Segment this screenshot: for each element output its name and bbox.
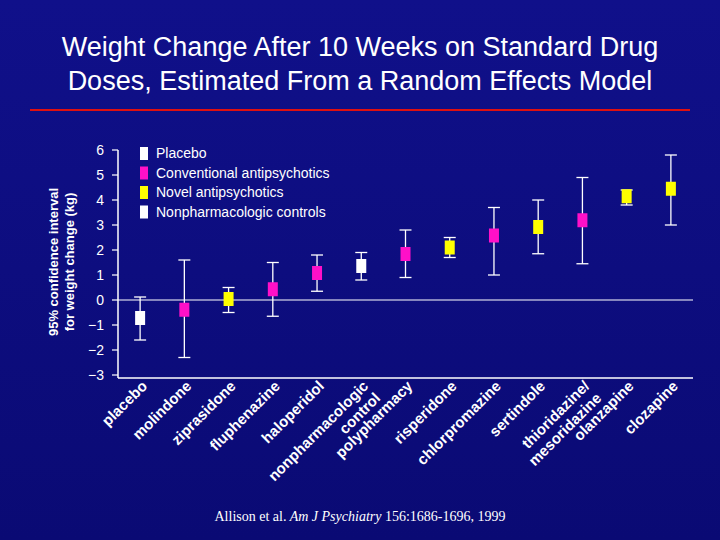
slide: Weight Change After 10 Weeks on Standard… [0,0,720,540]
y-tick [112,149,118,150]
title-rule [30,109,690,111]
legend-swatch [140,147,148,160]
y-tick [112,324,118,325]
point [356,259,366,273]
x-tick-label: olanzapine [570,377,637,444]
source-part: 156:1686-1696, 1999 [381,509,505,524]
point [666,182,676,196]
error-cap [178,259,190,260]
error-cap [621,204,633,205]
error-cap [223,312,235,313]
y-tick-label: 1 [96,267,104,283]
error-cap [267,316,279,317]
series [355,253,367,281]
y-axis-label: 95% confidence intervalfor weight change… [46,188,77,336]
error-cap [178,357,190,358]
error-cap [488,207,500,208]
y-tick-label: −2 [88,342,104,358]
legend-swatch [140,167,148,180]
error-cap [576,177,588,178]
error-cap [267,262,279,263]
title: Weight Change After 10 Weeks on Standard… [0,30,720,98]
point [401,247,411,261]
point [135,311,145,325]
error-cap [488,274,500,275]
chart: −3 −2 −1 0 1 2 3 4 5 6 95% confidence intervalfor … [0,0,720,540]
y-axis [117,150,119,378]
source-part: Allison et al. [215,509,287,524]
y-tick [112,274,118,275]
source: Allison et al. Am J Psychiatry 156:1686-… [215,509,506,524]
error-cap [665,154,677,155]
y-tick-label: 3 [96,217,104,233]
series [134,297,146,340]
point [179,303,189,317]
point [224,292,234,306]
error-cap [665,224,677,225]
zero-line [118,299,693,300]
error-cap [311,291,323,292]
y-tick [112,174,118,175]
legend-swatch [140,186,148,199]
x-tick-label: polypharmacy [332,377,416,461]
error-cap [400,277,412,278]
point [268,282,278,296]
error-cap [134,339,146,340]
source-part: Am J Psychiatry [286,509,382,524]
plot-area [134,155,677,358]
point [312,266,322,280]
legend: Placebo Conventional antipsychotics Novel … [140,145,330,220]
y-tick-label: 0 [96,292,104,308]
error-cap [576,263,588,264]
error-cap [355,252,367,253]
y-tick [112,374,118,375]
y-tick-label: 5 [96,167,104,183]
y-tick [112,199,118,200]
error-cap [223,287,235,288]
y-tick-label: 4 [96,192,104,208]
y-tick-label: −3 [88,367,104,383]
y-tick [112,349,118,350]
y-tick [112,224,118,225]
y-tick [112,249,118,250]
error-cap [444,237,456,238]
error-cap [444,257,456,258]
y-tick [112,299,118,300]
x-tick-label: clozapine [621,377,681,437]
x-axis [118,377,693,379]
point [622,189,632,203]
legend-label: Placebo [156,145,207,161]
point [533,220,543,234]
legend-label: Novel antipsychotics [156,184,284,200]
y-tick-label: −1 [88,317,104,333]
error-cap [532,253,544,254]
point [489,229,499,243]
legend-label: Conventional antipsychotics [156,165,330,181]
error-cap [400,229,412,230]
error-cap [311,254,323,255]
y-tick-label: 6 [96,142,104,158]
error-cap [134,296,146,297]
y-tick-label: 2 [96,242,104,258]
error-cap [355,279,367,280]
legend-swatch [140,206,148,219]
point [577,213,587,227]
legend-label: Nonpharmacologic controls [156,204,326,220]
error-cap [532,199,544,200]
point [445,241,455,255]
